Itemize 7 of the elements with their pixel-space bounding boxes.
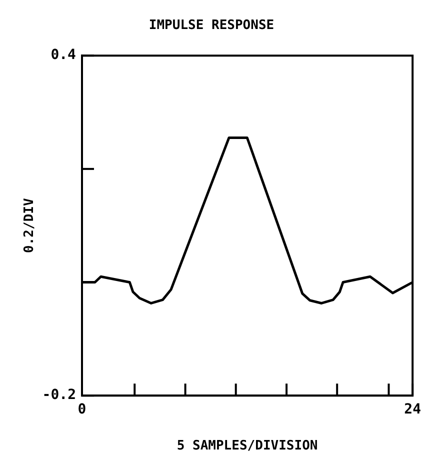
x-tick-label: 0 (78, 402, 86, 418)
x-tick-label: 24 (404, 402, 421, 418)
chart-title: IMPULSE RESPONSE (148, 18, 274, 34)
y-axis-title: 0.2/DIV (22, 198, 38, 253)
x-axis-title: 5 SAMPLES/DIVISION (176, 438, 318, 454)
y-tick-label: 0.4 (50, 47, 76, 64)
y-tick-label: -0.2 (42, 387, 76, 404)
